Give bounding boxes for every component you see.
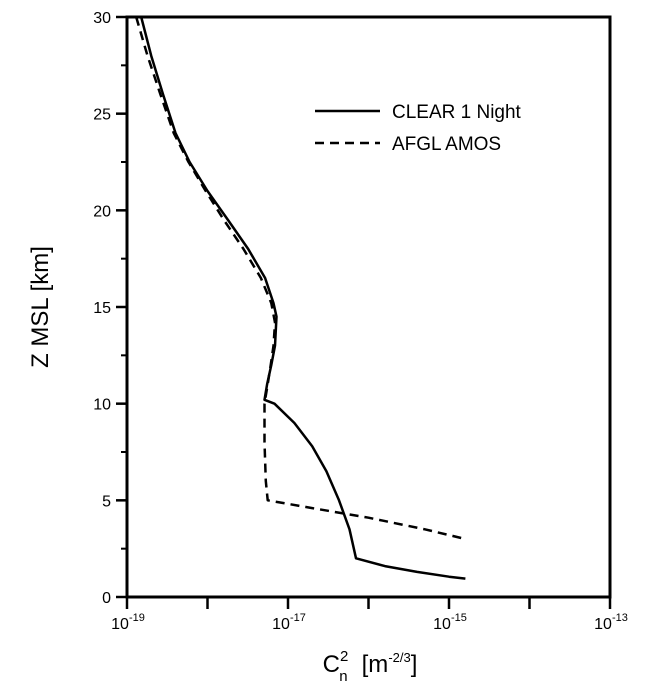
plot-frame <box>125 15 612 599</box>
y-tick-label-5: 25 <box>93 107 111 124</box>
y-axis-title: Z MSL [km] <box>27 246 54 368</box>
y-tick-label-0: 0 <box>102 590 111 607</box>
y-tick-label-3: 15 <box>93 300 111 317</box>
y-tick-label-6: 30 <box>93 10 111 27</box>
x-axis-title-units-close: ] <box>411 651 418 678</box>
series-line-afgl-amos <box>135 16 466 541</box>
x-axis-title-sup: 2 <box>340 648 348 665</box>
x-axis-title-sub: n <box>339 668 347 685</box>
legend-label-clear-1-night: CLEAR 1 Night <box>392 102 522 123</box>
y-tick-label-2: 10 <box>93 397 111 414</box>
x-tick-label-3: 10-13 <box>594 612 628 633</box>
x-axis-title-units-open: [m <box>362 651 389 678</box>
x-tick-label-0: 10-19 <box>111 612 145 633</box>
legend-label-afgl-amos: AFGL AMOS <box>392 134 501 155</box>
y-tick-label-1: 5 <box>102 493 111 510</box>
x-axis-title-units-exp: -2/3 <box>388 650 410 665</box>
y-axis-ticks: 0 5 10 15 20 25 30 <box>93 10 127 607</box>
x-axis-title: C2 n [m-2/3] <box>323 648 418 685</box>
x-axis-title-base: C <box>323 651 340 678</box>
series-layer <box>135 16 466 580</box>
x-tick-label-1: 10-17 <box>272 612 306 633</box>
legend: CLEAR 1 Night AFGL AMOS <box>315 102 522 155</box>
y-tick-label-4: 20 <box>93 203 111 220</box>
x-tick-label-2: 10-15 <box>433 612 467 633</box>
x-axis-ticks: 10-19 10-17 10-15 10-13 <box>111 597 628 633</box>
